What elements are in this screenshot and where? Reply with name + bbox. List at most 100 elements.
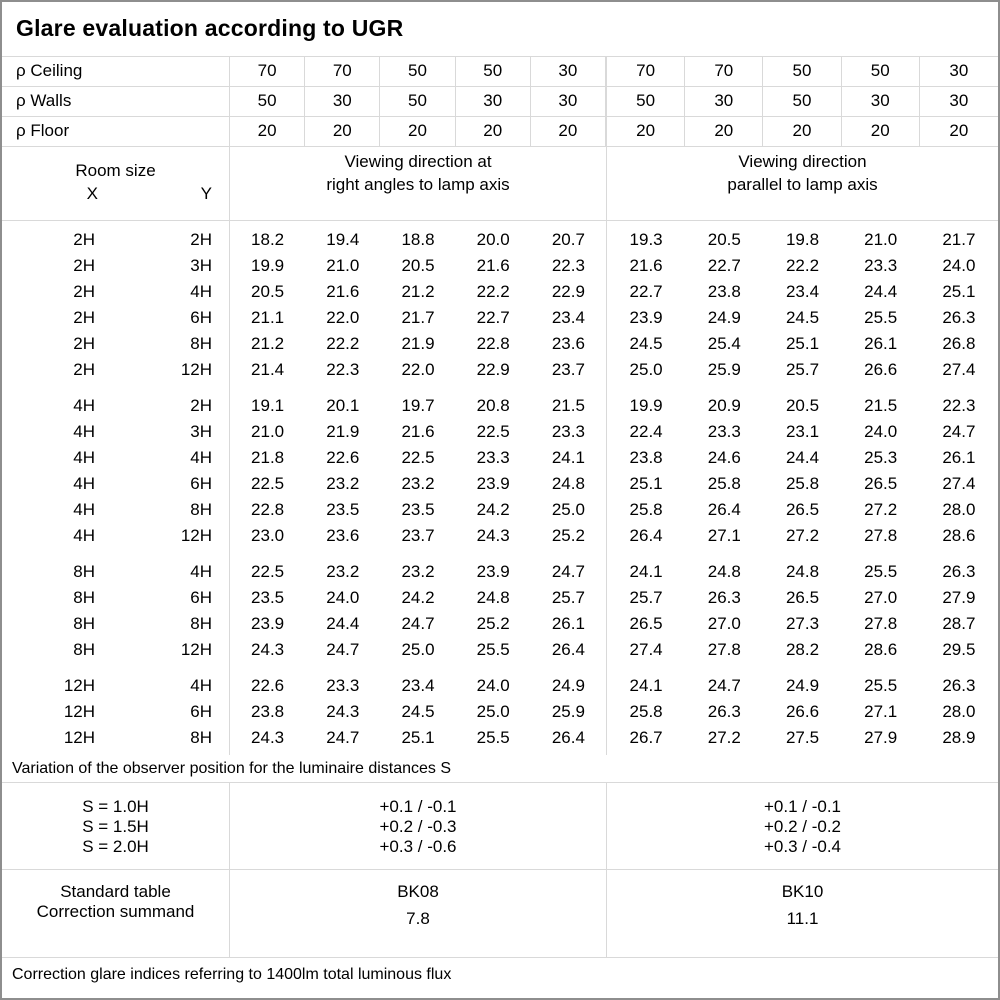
room-size-x-value: 2H <box>73 360 95 379</box>
ugr-value: 21.4 <box>251 360 285 379</box>
room-size-y-value: 4H <box>190 562 212 581</box>
reflectance-row-label: ρ Floor <box>2 117 230 146</box>
ugr-value: 24.7 <box>326 640 360 659</box>
reflectance-value: 30 <box>531 57 606 86</box>
ugr-value: 20.5 <box>785 396 820 415</box>
ugr-value: 27.2 <box>707 728 741 747</box>
room-size-y-value: 8H <box>190 500 212 519</box>
room-size-header: Room size X Y <box>2 147 230 220</box>
ugr-value: 21.6 <box>401 422 435 441</box>
ugr-value: 28.0 <box>942 702 976 721</box>
room-size-x-value: 8H <box>73 640 95 659</box>
room-size-row: 12H 4H <box>2 673 229 699</box>
ugr-value: 27.0 <box>707 614 741 633</box>
reflectance-value: 50 <box>763 87 842 116</box>
room-size-y-value: 12H <box>180 640 212 659</box>
room-size-x-value: 2H <box>73 282 95 301</box>
ugr-value: 26.4 <box>551 640 585 659</box>
room-size-y-value: 6H <box>190 474 212 493</box>
reflectance-value: 20 <box>842 117 920 146</box>
ugr-values-row-parallel: 25.1 25.8 25.8 26.5 27.4 <box>607 471 998 497</box>
ugr-value: 19.3 <box>629 230 663 249</box>
summary-labels: Standard table Correction summand <box>2 870 230 957</box>
variation-note: Variation of the observer position for t… <box>2 755 998 783</box>
ugr-value: 24.1 <box>629 562 663 581</box>
ugr-value: 23.0 <box>251 526 285 545</box>
ugr-value: 23.3 <box>476 448 510 467</box>
ugr-value: 26.5 <box>629 614 663 633</box>
room-size-x-value: 4H <box>73 526 95 545</box>
ugr-values-row-right-angles: 21.8 22.6 22.5 23.3 24.1 <box>230 445 606 471</box>
correction-summand-value-right-angles: 7.8 <box>406 909 430 928</box>
ugr-value: 21.1 <box>251 308 285 327</box>
s-distance-label: S = 2.0H <box>82 837 149 856</box>
room-size-row: 4H 8H <box>2 497 229 523</box>
right-angles-values-column: 18.2 19.4 18.8 20.0 20.7 19.9 21.0 20.5 21.6 22.3… <box>230 221 607 755</box>
ugr-value: 24.0 <box>476 676 510 695</box>
ugr-value: 25.5 <box>476 640 510 659</box>
reflectance-value: 50 <box>230 87 306 116</box>
reflectance-row: ρ Walls 50 30 50 30 30 50 30 50 30 30 <box>2 87 998 117</box>
ugr-value: 28.9 <box>942 728 976 747</box>
ugr-value: 25.8 <box>785 474 820 493</box>
ugr-value: 22.4 <box>629 422 663 441</box>
ugr-value: 24.5 <box>401 702 435 721</box>
room-size-y-value: 3H <box>190 422 212 441</box>
ugr-value: 25.9 <box>551 702 585 721</box>
room-size-x-value: 12H <box>63 702 95 721</box>
ugr-value: 24.5 <box>785 308 820 327</box>
ugr-value: 25.0 <box>629 360 663 379</box>
reflectance-value: 30 <box>456 87 531 116</box>
room-size-row: 8H 6H <box>2 585 229 611</box>
ugr-value: 25.7 <box>629 588 663 607</box>
ugr-value: 27.1 <box>707 526 741 545</box>
ugr-value: 27.1 <box>864 702 898 721</box>
ugr-value: 25.1 <box>629 474 663 493</box>
variation-value-right-angles: +0.3 / -0.6 <box>379 837 457 856</box>
ugr-value: 22.5 <box>251 474 285 493</box>
room-size-y-value: 12H <box>180 360 212 379</box>
ugr-value: 25.8 <box>629 702 663 721</box>
ugr-value: 25.4 <box>707 334 741 353</box>
ugr-values-row-right-angles: 22.5 23.2 23.2 23.9 24.7 <box>230 559 606 585</box>
reflectance-value: 30 <box>305 87 381 116</box>
reflectance-row-label: ρ Walls <box>2 87 230 116</box>
ugr-value: 19.7 <box>401 396 435 415</box>
ugr-value: 27.2 <box>785 526 820 545</box>
ugr-value: 26.1 <box>551 614 585 633</box>
ugr-value: 22.7 <box>629 282 663 301</box>
ugr-value: 23.8 <box>629 448 663 467</box>
reflectance-value: 70 <box>305 57 381 86</box>
ugr-value: 22.7 <box>476 308 510 327</box>
reflectance-value: 70 <box>230 57 306 86</box>
room-size-y-value: 6H <box>190 308 212 327</box>
ugr-value: 26.1 <box>942 448 976 467</box>
ugr-value: 24.2 <box>476 500 510 519</box>
ugr-value: 27.4 <box>629 640 663 659</box>
ugr-value: 22.9 <box>551 282 585 301</box>
ugr-value: 21.0 <box>326 256 360 275</box>
reflectance-values-right-angles: 20 20 20 20 20 <box>230 117 607 146</box>
ugr-value: 25.5 <box>864 562 898 581</box>
ugr-value: 24.8 <box>707 562 741 581</box>
ugr-value: 24.1 <box>551 448 585 467</box>
reflectance-value: 20 <box>305 117 381 146</box>
ugr-value: 27.8 <box>864 526 898 545</box>
ugr-values-row-right-angles: 22.8 23.5 23.5 24.2 25.0 <box>230 497 606 523</box>
ugr-value: 24.1 <box>629 676 663 695</box>
ugr-value: 24.9 <box>551 676 585 695</box>
room-size-y-value: 2H <box>190 230 212 249</box>
ugr-value: 20.7 <box>551 230 585 249</box>
ugr-values-row-parallel: 22.4 23.3 23.1 24.0 24.7 <box>607 419 998 445</box>
ugr-value: 24.9 <box>707 308 741 327</box>
ugr-values-row-parallel: 21.6 22.7 22.2 23.3 24.0 <box>607 253 998 279</box>
ugr-value: 26.1 <box>864 334 898 353</box>
column-header-row: Room size X Y Viewing direction at right… <box>2 147 998 221</box>
room-size-y-value: 4H <box>190 282 212 301</box>
ugr-value: 24.8 <box>551 474 585 493</box>
ugr-values-row-parallel: 24.1 24.8 24.8 25.5 26.3 <box>607 559 998 585</box>
room-size-row: 8H 8H <box>2 611 229 637</box>
s-distance-column: S = 1.0H S = 1.5H S = 2.0H <box>2 783 230 869</box>
ugr-value: 23.4 <box>785 282 820 301</box>
ugr-value: 24.6 <box>707 448 741 467</box>
